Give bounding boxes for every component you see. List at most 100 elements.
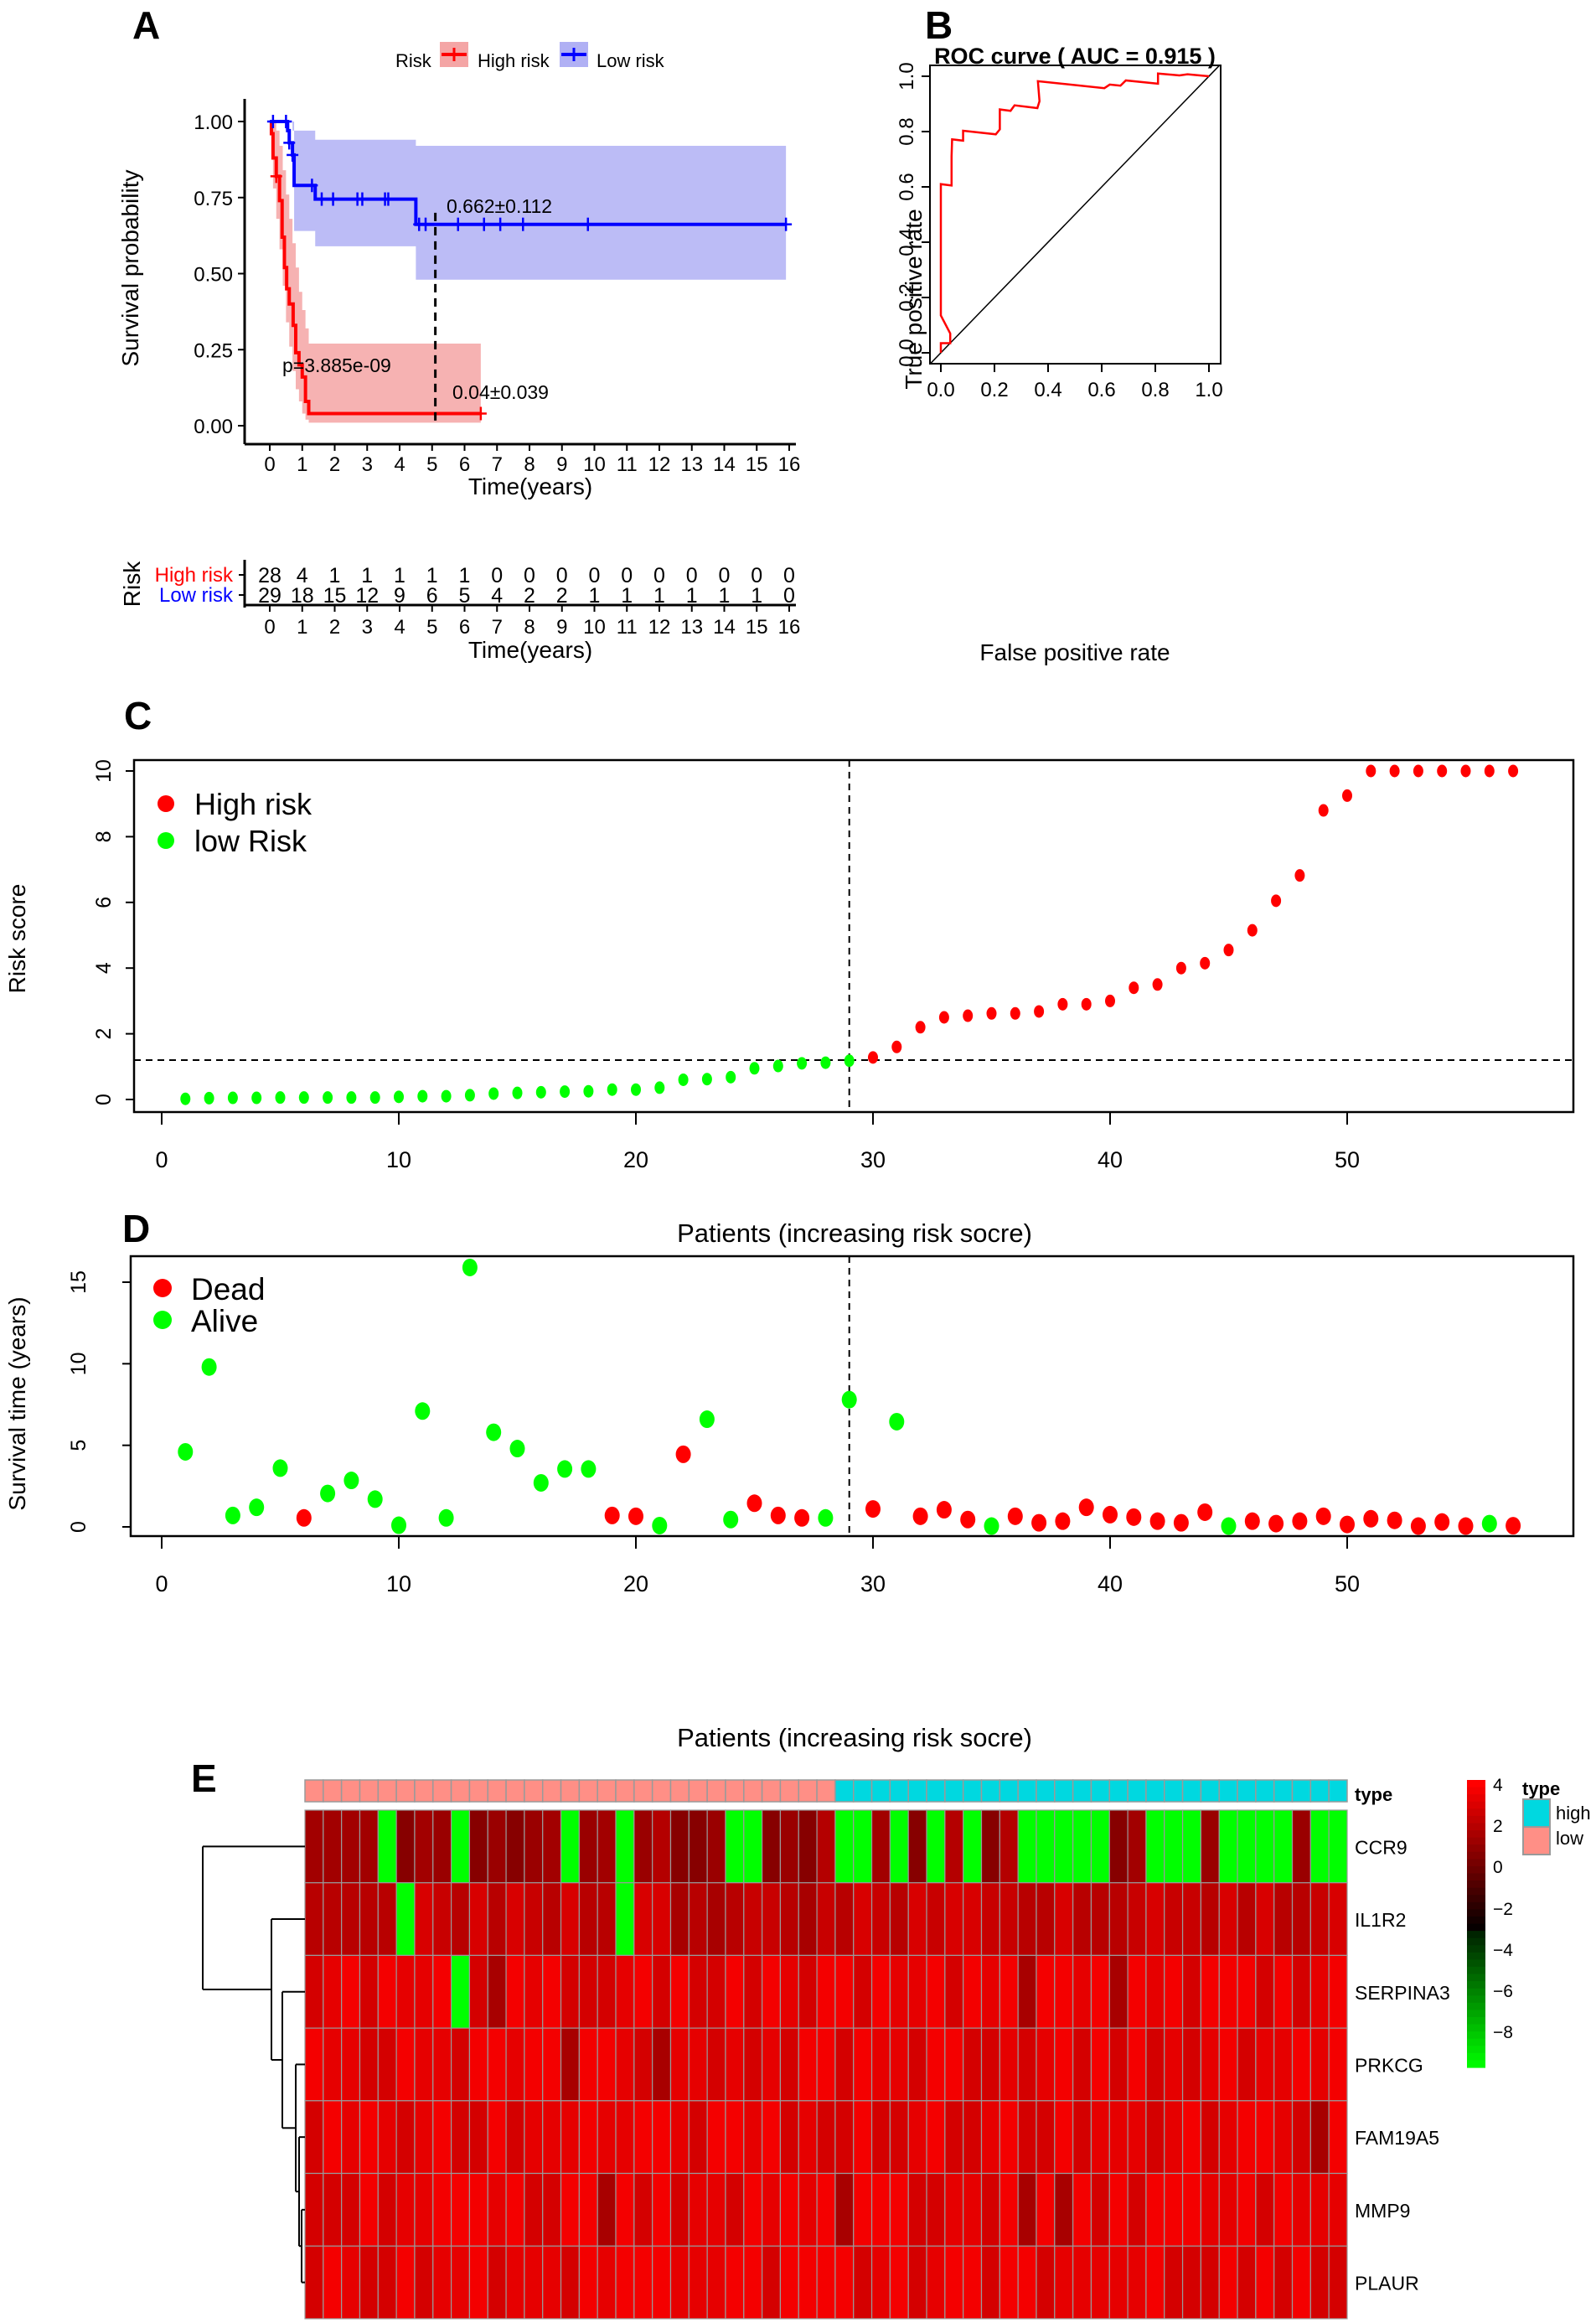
colorbar-segment xyxy=(1467,1873,1485,1881)
risk-score-x-tick-label: 20 xyxy=(623,1147,648,1172)
heatmap-cell xyxy=(706,2172,726,2247)
low-risk-point xyxy=(441,1089,452,1103)
type-cell-low xyxy=(377,1779,397,1803)
heatmap-cell xyxy=(524,1882,544,1956)
heatmap-cell xyxy=(652,1954,672,2029)
km-x-tick-label: 7 xyxy=(492,453,503,476)
heatmap-cell xyxy=(414,2027,434,2102)
low-risk-point xyxy=(844,1054,855,1068)
heatmap-cell xyxy=(597,1882,617,1956)
risk-table-cell-high: 1 xyxy=(394,564,405,587)
colorbar-tick-label: 0 xyxy=(1493,1858,1503,1877)
risk-table-cell-low: 1 xyxy=(621,584,633,608)
heatmap-cell xyxy=(542,1809,562,1884)
heatmap-cell xyxy=(487,2172,507,2247)
heatmap-cell xyxy=(323,2100,343,2175)
heatmap-cell xyxy=(377,2027,397,2102)
heatmap-cell xyxy=(725,2172,745,2247)
heatmap-cell xyxy=(1090,2172,1110,2247)
heatmap-cell xyxy=(779,2100,799,2175)
km-x-tick-label: 12 xyxy=(648,453,671,476)
colorbar-segment xyxy=(1467,1794,1485,1803)
heatmap-cell xyxy=(468,1809,488,1884)
low-risk-point xyxy=(204,1091,214,1105)
heatmap-cell xyxy=(542,2245,562,2320)
heatmap-cell xyxy=(1036,2100,1056,2175)
km-x-axis-title: Time(years) xyxy=(468,473,592,499)
heatmap-cell xyxy=(615,2172,635,2247)
legend-high-risk-label: High risk xyxy=(194,787,312,821)
dead-patient-point xyxy=(1078,1498,1094,1517)
heatmap-cell xyxy=(414,1954,434,2029)
heatmap-cell xyxy=(633,1954,653,2029)
heatmap-cell xyxy=(963,1954,983,2029)
heatmap-cell xyxy=(1309,1809,1330,1884)
heatmap-cell xyxy=(359,2245,379,2320)
high-risk-point xyxy=(1366,764,1376,778)
heatmap-cell xyxy=(1200,2172,1220,2247)
heatmap-cell xyxy=(652,1809,672,1884)
dead-patient-point xyxy=(675,1445,691,1463)
type-cell-high xyxy=(1291,1779,1312,1803)
type-cell-high xyxy=(1036,1779,1056,1803)
dead-patient-point xyxy=(865,1500,881,1518)
risk-table-x-tick-label: 0 xyxy=(264,616,275,639)
heatmap-cell xyxy=(1164,1882,1184,1956)
heatmap-cell xyxy=(633,2172,653,2247)
high-risk-point xyxy=(1200,956,1211,970)
heatmap-cell xyxy=(999,2172,1019,2247)
type-cell-low xyxy=(798,1779,818,1803)
colorbar-segment xyxy=(1467,1959,1485,1968)
roc-y-axis-title: True positive rate xyxy=(901,209,927,389)
high-risk-point xyxy=(1247,924,1258,937)
heatmap-cell xyxy=(542,2172,562,2247)
heatmap-cell xyxy=(980,2100,1000,2175)
heatmap-cell xyxy=(341,2027,361,2102)
risk-table-x-tick-label: 6 xyxy=(459,616,470,639)
heatmap-cell xyxy=(926,1809,946,1884)
alive-patient-point xyxy=(201,1358,217,1376)
heatmap-cell xyxy=(359,2027,379,2102)
heatmap-cell xyxy=(688,2245,708,2320)
heatmap-cell xyxy=(1255,1954,1275,2029)
heatmap-cell xyxy=(615,1954,635,2029)
heatmap-cell xyxy=(450,1954,471,2029)
risk-score-plot: 0 2 4 6 8 10 0 10 20 30 40 50 High risk low Risk Ri… xyxy=(4,758,1575,1248)
colorbar-segment xyxy=(1467,1830,1485,1839)
alive-patient-point xyxy=(533,1473,549,1492)
heatmap-cell xyxy=(1181,2245,1202,2320)
heatmap-cell xyxy=(633,2245,653,2320)
low-risk-point xyxy=(251,1091,262,1105)
type-legend-high-swatch xyxy=(1522,1798,1551,1828)
km-ci-band-low xyxy=(270,122,787,280)
risk-table-cell-high: 1 xyxy=(361,564,373,587)
legend-dead-marker xyxy=(153,1279,172,1297)
colorbar-tick-label: −2 xyxy=(1493,1900,1513,1919)
survival-plot-frame xyxy=(129,1255,1575,1538)
heatmap-cell xyxy=(725,2027,745,2102)
heatmap-cell xyxy=(1145,1809,1165,1884)
dead-patient-point xyxy=(1007,1507,1023,1525)
risk-table-x-tick-label: 13 xyxy=(680,616,703,639)
roc-x-tick-label: 0.0 xyxy=(927,379,954,401)
heatmap-cell xyxy=(743,1809,763,1884)
heatmap-cell xyxy=(669,2100,690,2175)
heatmap-cell xyxy=(1054,1954,1074,2029)
heatmap-cell xyxy=(1108,1809,1129,1884)
low-risk-point xyxy=(654,1081,665,1094)
low-risk-point xyxy=(820,1056,831,1069)
heatmap-cell xyxy=(669,2027,690,2102)
heatmap-cell xyxy=(487,2027,507,2102)
alive-patient-point xyxy=(889,1412,905,1431)
risk-table-x-tick-label: 5 xyxy=(426,616,437,639)
heatmap-cell xyxy=(889,2245,909,2320)
heatmap-cell xyxy=(505,1954,525,2029)
type-cell-low xyxy=(541,1779,562,1803)
high-risk-point xyxy=(915,1021,926,1034)
heatmap-cell xyxy=(505,1809,525,1884)
heatmap-cell xyxy=(1108,2245,1129,2320)
heatmap-cell xyxy=(323,1882,343,1956)
roc-y-tick-label: 0.4 xyxy=(896,228,918,256)
colorbar-segment xyxy=(1467,2052,1485,2062)
type-cell-high xyxy=(1273,1779,1294,1803)
